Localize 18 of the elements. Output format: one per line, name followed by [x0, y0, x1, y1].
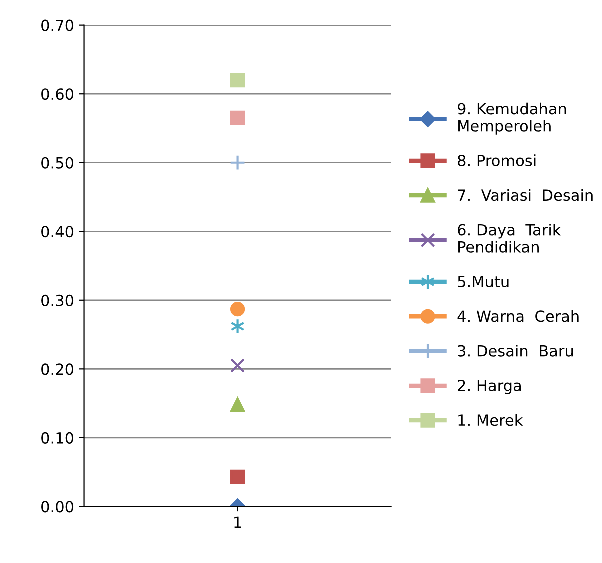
legend-label: 2. Harga — [458, 380, 521, 394]
y-tick-label: 0.20 — [42, 364, 74, 376]
y-tick-label: 0.50 — [42, 157, 74, 169]
y-tick-label: 0.70 — [42, 20, 74, 32]
y-tick-label: 0.00 — [42, 501, 74, 513]
legend-label: 1. Merek — [458, 414, 524, 426]
y-tick-label: 0.40 — [42, 226, 74, 238]
y-tick-label: 0.10 — [42, 432, 74, 444]
legend-label: 5.Mutu — [458, 276, 509, 288]
legend-label: 6. Daya Tarik Pendidikan — [458, 224, 562, 253]
y-tick-label: 0.60 — [42, 88, 74, 100]
legend-label: 8. Promosi — [458, 154, 536, 167]
legend-label: 4. Warna Cerah — [458, 310, 579, 322]
legend-label: 7. Variasi Desain — [458, 189, 593, 202]
legend-label: 9. Kemudahan Memperoleh — [458, 102, 566, 135]
x-tick-label: 1 — [234, 516, 242, 528]
legend-label: 3. Desain Baru — [458, 345, 573, 357]
y-tick-label: 0.30 — [42, 294, 74, 306]
